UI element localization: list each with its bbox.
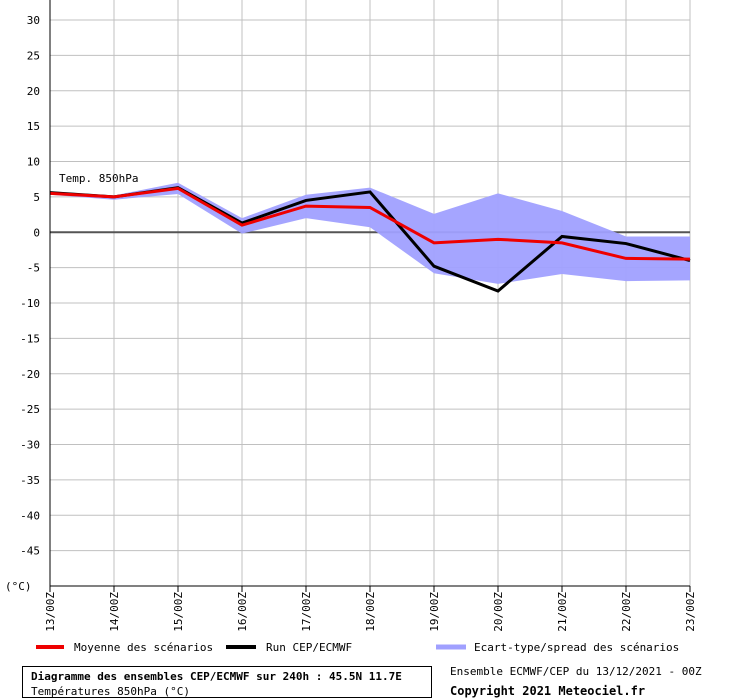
y-tick-label: 0 — [33, 226, 40, 239]
x-tick-label: 19/00Z — [428, 592, 441, 632]
x-tick-label: 22/00Z — [620, 592, 633, 632]
y-tick-label: 25 — [27, 49, 40, 62]
y-tick-label: 10 — [27, 156, 40, 169]
y-tick-label: -10 — [20, 297, 40, 310]
x-tick-label: 23/00Z — [684, 592, 697, 632]
x-tick-label: 13/00Z — [44, 592, 57, 632]
series-line-mean — [49, 186, 691, 261]
axes — [49, 0, 691, 592]
run-info: Ensemble ECMWF/CEP du 13/12/2021 - 00Z — [450, 665, 702, 678]
copyright: Copyright 2021 Meteociel.fr — [450, 684, 646, 698]
legend: Moyenne des scénarios Run CEP/ECMWF Ecar… — [36, 641, 679, 654]
y-tick-label: 30 — [27, 14, 40, 27]
y-unit-label: (°C) — [5, 580, 32, 593]
tick-labels: 30 25 20 15 10 5 0 -5 -10 -15 -20 -25 -30 -35 -40 -45 13… — [20, 14, 697, 632]
y-tick-label: 15 — [27, 120, 40, 133]
temp-annotation: Temp. 850hPa — [59, 172, 138, 185]
x-tick-label: 18/00Z — [364, 592, 377, 632]
y-tick-label: -45 — [20, 545, 40, 558]
legend-label-run: Run CEP/ECMWF — [266, 641, 352, 654]
y-tick-label: -25 — [20, 403, 40, 416]
grid — [49, 0, 691, 586]
x-tick-label: 14/00Z — [108, 592, 121, 632]
y-tick-label: -40 — [20, 509, 40, 522]
y-tick-label: -5 — [27, 262, 40, 275]
y-tick-label: 5 — [33, 191, 40, 204]
series-lines-layer — [49, 186, 691, 293]
legend-label-spread: Ecart-type/spread des scénarios — [474, 641, 679, 654]
y-tick-label: -30 — [20, 439, 40, 452]
x-tick-label: 20/00Z — [492, 592, 505, 632]
x-tick-label: 16/00Z — [236, 592, 249, 632]
chart-info-box: Diagramme des ensembles CEP/ECMWF sur 24… — [22, 666, 432, 698]
legend-label-mean: Moyenne des scénarios — [74, 641, 213, 654]
x-tick-label: 17/00Z — [300, 592, 313, 632]
y-tick-label: -20 — [20, 368, 40, 381]
chart-subtitle: Températures 850hPa (°C) — [31, 685, 190, 698]
y-tick-label: 20 — [27, 85, 40, 98]
chart-title: Diagramme des ensembles CEP/ECMWF sur 24… — [31, 670, 402, 683]
x-tick-label: 21/00Z — [556, 592, 569, 632]
y-tick-label: -35 — [20, 474, 40, 487]
y-tick-label: -15 — [20, 332, 40, 345]
x-tick-label: 15/00Z — [172, 592, 185, 632]
